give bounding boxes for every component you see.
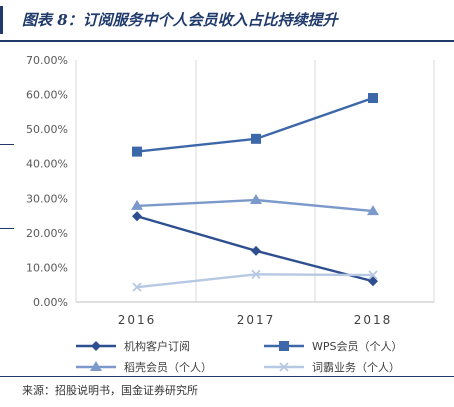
data-point (251, 269, 261, 279)
legend-marker (279, 341, 289, 351)
y-tick-label: 60.00% (26, 89, 68, 102)
data-point (251, 133, 261, 144)
legend-item: 词霸业务（个人） (264, 361, 400, 374)
header-rule (0, 40, 454, 42)
data-point (250, 194, 262, 205)
data-point (368, 270, 378, 280)
chart-series (131, 93, 379, 292)
chart-legend: 机构客户订阅 WPS会员（个人） 稻壳会员（个人） 词霸业务（个人） (76, 339, 403, 374)
data-point (132, 211, 142, 222)
legend-marker (279, 362, 289, 372)
legend-label: WPS会员（个人） (312, 340, 403, 353)
y-tick-label: 30.00% (26, 192, 68, 205)
data-point (368, 93, 378, 104)
y-axis-tick-labels: 0.00% 10.00% 20.00% 30.00% 40.00% 50.00% 60.00… (26, 54, 68, 309)
legend-item: 机构客户订阅 (76, 339, 190, 353)
y-tick-label: 20.00% (26, 227, 68, 240)
legend-label: 机构客户订阅 (124, 339, 190, 353)
data-point (367, 205, 379, 216)
y-tick-label: 50.00% (26, 123, 68, 136)
x-tick-label: 2017 (237, 313, 276, 327)
source-note: 来源：招股说明书，国金证券研究所 (22, 384, 198, 397)
legend-marker (90, 361, 102, 371)
chart-title: 图表 8：订阅服务中个人会员收入占比持续提升 (22, 11, 338, 29)
x-axis-tick-labels: 2016 2017 2018 (118, 313, 393, 327)
data-point (132, 282, 142, 292)
legend-item: 稻壳会员（个人） (76, 360, 212, 374)
side-margin-mark (0, 228, 14, 229)
series-diamond (132, 211, 378, 287)
y-tick-label: 0.00% (33, 296, 68, 309)
series-triangle (131, 194, 379, 216)
data-point (132, 146, 142, 157)
data-point (251, 245, 261, 256)
x-tick-label: 2016 (118, 313, 157, 327)
data-point (131, 199, 143, 210)
legend-marker (91, 341, 101, 351)
series-x (132, 269, 378, 292)
y-tick-label: 40.00% (26, 158, 68, 171)
series-square (132, 93, 378, 157)
footer-rule (0, 376, 454, 377)
side-margin-mark (0, 144, 14, 145)
legend-label: 稻壳会员（个人） (124, 360, 212, 374)
x-tick-label: 2018 (354, 313, 393, 327)
header-accent-bar (0, 6, 3, 34)
chart-gridlines (75, 60, 435, 303)
legend-label: 词霸业务（个人） (312, 361, 400, 374)
line-chart: 0.00% 10.00% 20.00% 30.00% 40.00% 50.00% 60.00… (26, 54, 435, 374)
y-tick-label: 70.00% (26, 54, 68, 67)
y-tick-label: 10.00% (26, 261, 68, 274)
chart-header: 图表 8：订阅服务中个人会员收入占比持续提升 (0, 0, 454, 42)
legend-item: WPS会员（个人） (264, 340, 403, 353)
